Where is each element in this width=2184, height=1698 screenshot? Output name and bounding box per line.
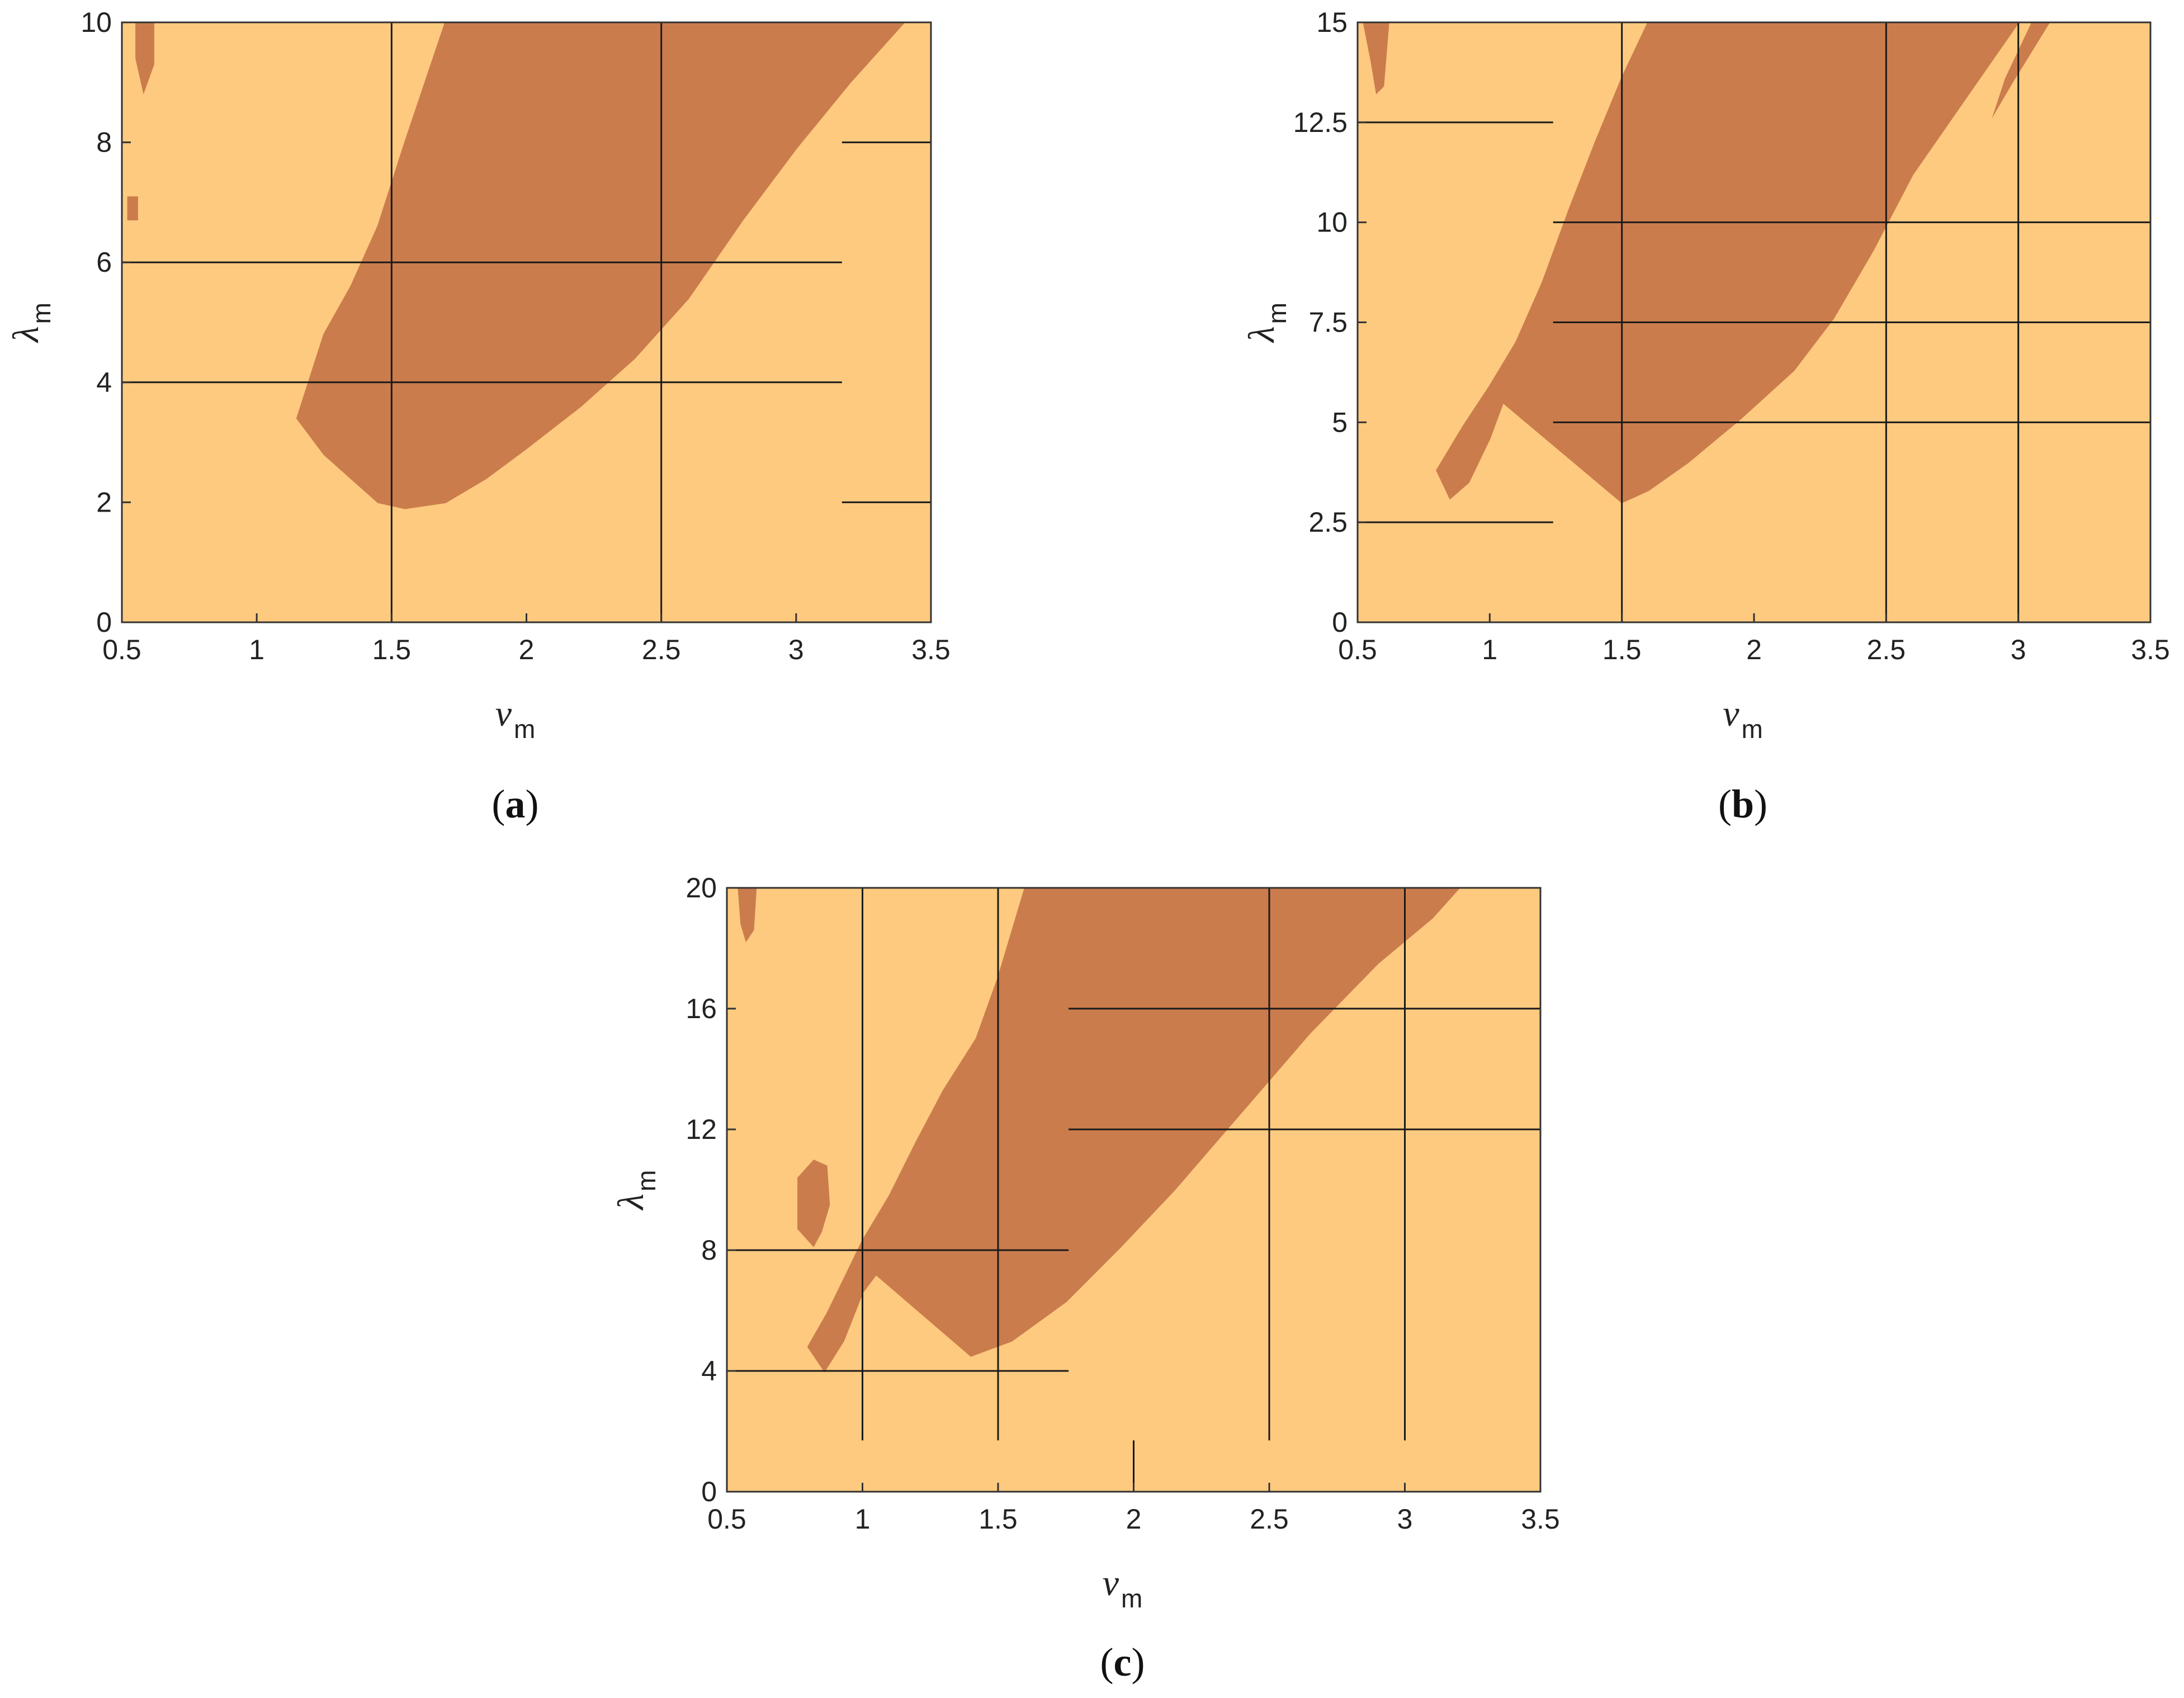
x-tick-label-a-3: 1.5 (372, 634, 412, 665)
y-tick-label-a-1: 0 (96, 607, 112, 638)
y-tick-label-b-2: 2.5 (1308, 507, 1348, 538)
y-axis-label-c: λm (611, 1170, 661, 1211)
x-axis-label-a: νm (495, 693, 536, 744)
unstable-patch-c-1 (797, 1160, 830, 1247)
x-tick-label-a-5: 2.5 (642, 634, 681, 665)
x-tick-label-b-3: 1.5 (1602, 634, 1642, 665)
x-tick-label-b-5: 2.5 (1867, 634, 1906, 665)
y-tick-label-b-3: 5 (1332, 406, 1348, 438)
chart-panel-b: 0.5 1 1.5 2 2.5 3 3.5 0 2.5 5 7.5 10 12.5 15 νm λm (b) (1241, 7, 2170, 826)
unstable-patch-a-1 (135, 22, 154, 94)
unstable-patch-b-1 (1363, 22, 1389, 94)
chart-panel-c: 0.5 1 1.5 2 2.5 3 3.5 0 4 8 12 16 20 νm λm (c) (611, 872, 1560, 1685)
x-tick-label-b-2: 1 (1482, 634, 1497, 665)
y-tick-label-c-3: 8 (701, 1235, 717, 1266)
unstable-region-b (1436, 21, 2020, 504)
y-axis-label-a: λm (6, 302, 56, 343)
x-tick-label-b-6: 3 (2011, 634, 2026, 665)
panel-label-a: (a) (492, 782, 539, 826)
y-tick-label-b-4: 7.5 (1308, 307, 1348, 338)
x-tick-label-b-4: 2 (1746, 634, 1762, 665)
x-tick-label-a-7: 3.5 (911, 634, 951, 665)
y-tick-label-b-5: 10 (1316, 207, 1348, 238)
y-tick-label-a-5: 8 (96, 127, 112, 158)
y-tick-label-a-6: 10 (81, 7, 112, 38)
y-tick-label-c-5: 16 (686, 993, 717, 1024)
y-tick-label-a-3: 4 (96, 367, 112, 398)
y-axis-label-b: λm (1241, 302, 1292, 343)
x-tick-label-b-7: 3.5 (2131, 634, 2170, 665)
y-tick-label-b-7: 15 (1316, 7, 1348, 38)
x-tick-label-c-2: 1 (855, 1503, 871, 1535)
y-tick-label-a-2: 2 (96, 486, 112, 518)
y-tick-label-c-6: 20 (686, 872, 717, 904)
x-tick-label-a-4: 2 (519, 634, 535, 665)
panel-label-c: (c) (1100, 1640, 1145, 1685)
y-tick-label-a-4: 6 (96, 247, 112, 278)
x-tick-label-a-1: 0.5 (102, 634, 141, 665)
y-tick-label-b-1: 0 (1332, 607, 1348, 638)
x-tick-label-b-1: 0.5 (1338, 634, 1377, 665)
x-tick-label-a-6: 3 (788, 634, 804, 665)
x-tick-label-c-1: 0.5 (707, 1503, 746, 1535)
chart-panel-a: 0.5 1 1.5 2 2.5 3 3.5 0 2 4 6 8 10 νm λm (a) (6, 7, 951, 826)
y-tick-label-c-4: 12 (686, 1114, 717, 1145)
x-tick-label-c-7: 3.5 (1521, 1503, 1560, 1535)
y-tick-label-b-6: 12.5 (1293, 107, 1348, 138)
x-tick-label-c-4: 2 (1126, 1503, 1142, 1535)
x-tick-label-c-5: 2.5 (1250, 1503, 1289, 1535)
y-tick-label-c-1: 0 (701, 1476, 717, 1507)
x-tick-label-c-6: 3 (1397, 1503, 1413, 1535)
unstable-patch-a-2 (127, 196, 138, 221)
unstable-patch-c-2 (738, 888, 757, 943)
x-axis-label-c: νm (1103, 1563, 1143, 1613)
y-tick-label-c-2: 4 (701, 1355, 717, 1387)
x-tick-label-a-2: 1 (249, 634, 264, 665)
panel-label-b: (b) (1718, 782, 1767, 826)
x-tick-label-c-3: 1.5 (978, 1503, 1018, 1535)
x-axis-label-b: νm (1723, 693, 1763, 744)
